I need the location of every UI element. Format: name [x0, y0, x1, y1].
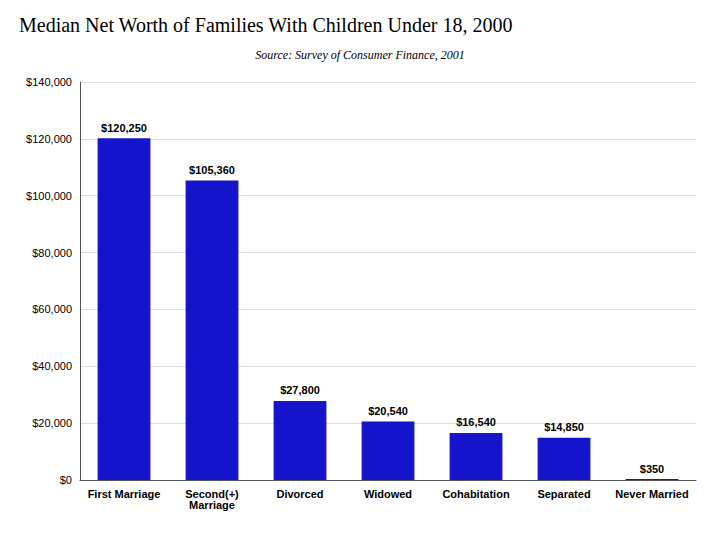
svg-text:$20,540: $20,540 — [368, 405, 408, 417]
svg-text:$350: $350 — [640, 463, 664, 475]
svg-text:Divorced: Divorced — [276, 488, 323, 500]
svg-text:Median Net Worth of Families W: Median Net Worth of Families With Childr… — [19, 14, 512, 36]
svg-text:Separated: Separated — [537, 488, 590, 500]
svg-text:First Marriage: First Marriage — [88, 488, 161, 500]
svg-text:Widowed: Widowed — [364, 488, 412, 500]
svg-text:$105,360: $105,360 — [189, 164, 235, 176]
svg-text:Source: Survey of Consumer Fin: Source: Survey of Consumer Finance, 2001 — [255, 48, 465, 62]
svg-text:$100,000: $100,000 — [26, 190, 72, 202]
svg-text:$20,000: $20,000 — [32, 417, 72, 429]
svg-text:$16,540: $16,540 — [456, 416, 496, 428]
svg-text:$120,250: $120,250 — [101, 122, 147, 134]
svg-text:Cohabitation: Cohabitation — [442, 488, 509, 500]
svg-text:$14,850: $14,850 — [544, 421, 584, 433]
svg-text:$60,000: $60,000 — [32, 303, 72, 315]
svg-text:$120,000: $120,000 — [26, 133, 72, 145]
svg-text:Never Married: Never Married — [615, 488, 688, 500]
svg-text:$140,000: $140,000 — [26, 76, 72, 88]
svg-text:$27,800: $27,800 — [280, 384, 320, 396]
svg-text:$0: $0 — [60, 474, 72, 486]
svg-text:$80,000: $80,000 — [32, 247, 72, 259]
svg-text:$40,000: $40,000 — [32, 360, 72, 372]
svg-text:Second(+): Second(+) — [185, 487, 239, 500]
svg-text:Marriage: Marriage — [189, 499, 235, 511]
